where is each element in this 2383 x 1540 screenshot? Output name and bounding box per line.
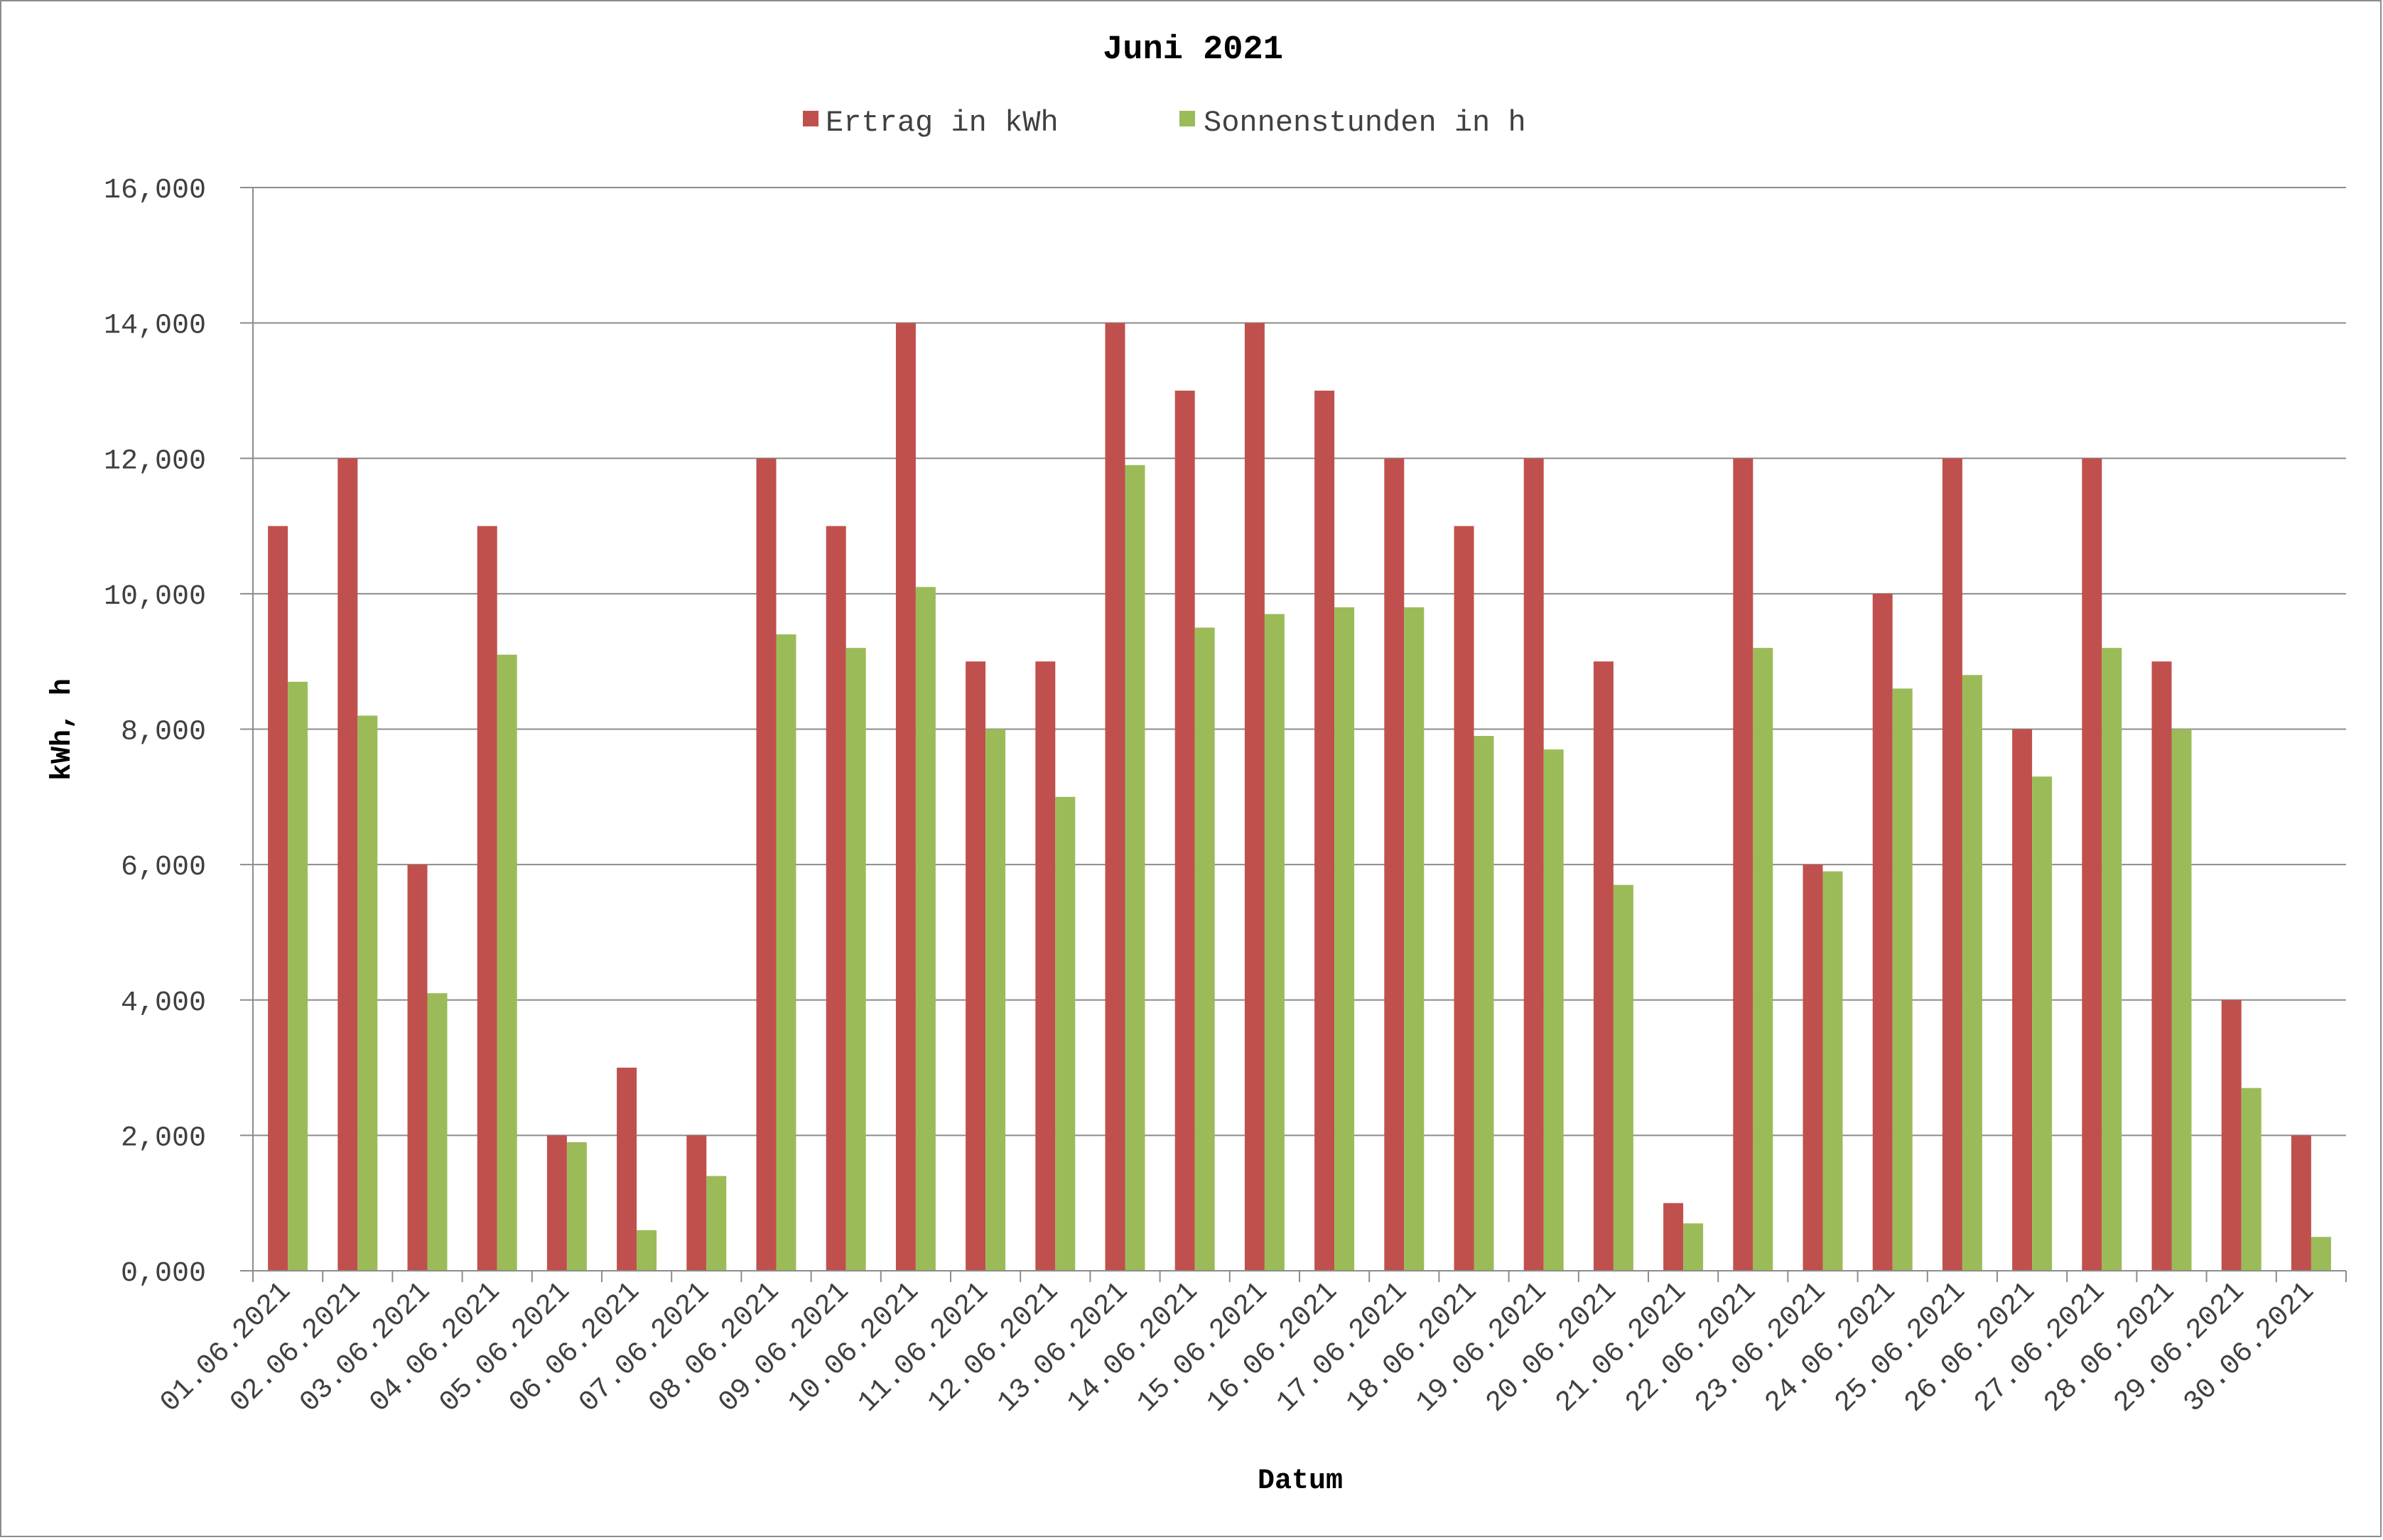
bar-ertrag	[826, 526, 846, 1271]
bar-ertrag	[477, 526, 497, 1271]
bar-sonnenstunden	[2102, 648, 2122, 1271]
y-tick-label: 2,000	[121, 1122, 206, 1154]
bar-sonnenstunden	[1125, 465, 1145, 1271]
bar-ertrag	[1593, 661, 1614, 1271]
bar-ertrag	[756, 458, 777, 1271]
bar-ertrag	[2151, 661, 2172, 1271]
bar-sonnenstunden	[2171, 729, 2192, 1271]
x-axis-title: Datum	[1258, 1465, 1343, 1497]
axes	[252, 188, 2346, 1271]
bar-ertrag	[966, 661, 986, 1271]
y-tick-label: 4,000	[121, 987, 206, 1019]
bar-ertrag	[1942, 458, 1962, 1271]
bar-ertrag	[546, 1135, 567, 1271]
bar-sonnenstunden	[2032, 776, 2053, 1271]
bar-sonnenstunden	[706, 1176, 727, 1271]
bar-ertrag	[2291, 1135, 2311, 1271]
y-tick-label: 6,000	[121, 852, 206, 884]
bar-sonnenstunden	[357, 715, 378, 1271]
chart-title: Juni 2021	[1103, 31, 1283, 69]
legend-swatch-sonnenstunden	[1179, 111, 1195, 126]
y-tick-label: 16,000	[104, 175, 206, 207]
y-tick-label: 10,000	[104, 581, 206, 613]
bar-sonnenstunden	[1753, 648, 1773, 1271]
bar-ertrag	[268, 526, 288, 1271]
bar-ertrag	[1733, 458, 1754, 1271]
bar-ertrag	[1314, 390, 1335, 1271]
bar-sonnenstunden	[1474, 736, 1494, 1271]
bar-sonnenstunden	[1613, 884, 1633, 1271]
bar-sonnenstunden	[288, 681, 308, 1271]
y-tick-label: 8,000	[121, 717, 206, 749]
bar-ertrag	[1523, 458, 1544, 1271]
bar-ertrag	[2082, 458, 2102, 1271]
bar-ertrag	[1872, 593, 1893, 1271]
bar-ertrag	[617, 1068, 637, 1271]
bar-ertrag	[1105, 322, 1125, 1271]
x-axis-tick-labels: 01.06.202102.06.202103.06.202104.06.2021…	[155, 1276, 2321, 1419]
bar-sonnenstunden	[845, 648, 866, 1271]
legend-swatch-ertrag	[803, 111, 818, 126]
bar-sonnenstunden	[1892, 688, 1913, 1271]
bar-sonnenstunden	[497, 654, 517, 1271]
bar-sonnenstunden	[1334, 607, 1355, 1271]
bar-sonnenstunden	[427, 993, 448, 1271]
bar-sonnenstunden	[1543, 749, 1564, 1271]
y-axis-title: kWh, h	[47, 678, 79, 781]
bar-ertrag	[1454, 526, 1474, 1271]
bar-ertrag	[1663, 1203, 1684, 1271]
bar-ertrag	[1244, 322, 1265, 1271]
bar-sonnenstunden	[1683, 1223, 1704, 1271]
y-tick-label: 12,000	[104, 445, 206, 477]
bar-sonnenstunden	[1962, 675, 1982, 1271]
bar-sonnenstunden	[637, 1230, 657, 1271]
bar-ertrag	[895, 322, 916, 1271]
gridlines	[240, 187, 2347, 1282]
bar-ertrag	[2012, 729, 2033, 1271]
bar-sonnenstunden	[1194, 627, 1215, 1271]
bar-sonnenstunden	[985, 729, 1006, 1271]
bar-ertrag	[1174, 390, 1195, 1271]
bar-sonnenstunden	[1404, 607, 1425, 1271]
y-tick-label: 14,000	[104, 310, 206, 342]
y-axis-tick-labels: 0,000 2,000 4,000 6,000 8,000 10,000 12,000 14,…	[104, 175, 206, 1290]
bar-sonnenstunden	[1822, 871, 1843, 1271]
bar-ertrag	[407, 864, 428, 1271]
bar-ertrag	[337, 458, 358, 1271]
bar-ertrag	[2221, 999, 2242, 1271]
bar-ertrag	[1384, 458, 1405, 1271]
bar-ertrag	[1803, 864, 1823, 1271]
bar-sonnenstunden	[1055, 796, 1076, 1271]
legend-label-ertrag: Ertrag in kWh	[826, 106, 1059, 140]
bar-sonnenstunden	[915, 587, 936, 1271]
bar-ertrag	[1035, 661, 1056, 1271]
y-tick-label: 0,000	[121, 1258, 206, 1290]
legend-label-sonnenstunden: Sonnenstunden in h	[1204, 106, 1526, 140]
legend: Ertrag in kWh Sonnenstunden in h	[803, 106, 1526, 140]
bars	[268, 322, 2331, 1271]
bar-sonnenstunden	[776, 634, 796, 1271]
bar-sonnenstunden	[2311, 1237, 2331, 1271]
bar-sonnenstunden	[2241, 1088, 2262, 1271]
bar-ertrag	[686, 1135, 707, 1271]
bar-sonnenstunden	[566, 1142, 587, 1271]
bar-sonnenstunden	[1264, 614, 1285, 1271]
